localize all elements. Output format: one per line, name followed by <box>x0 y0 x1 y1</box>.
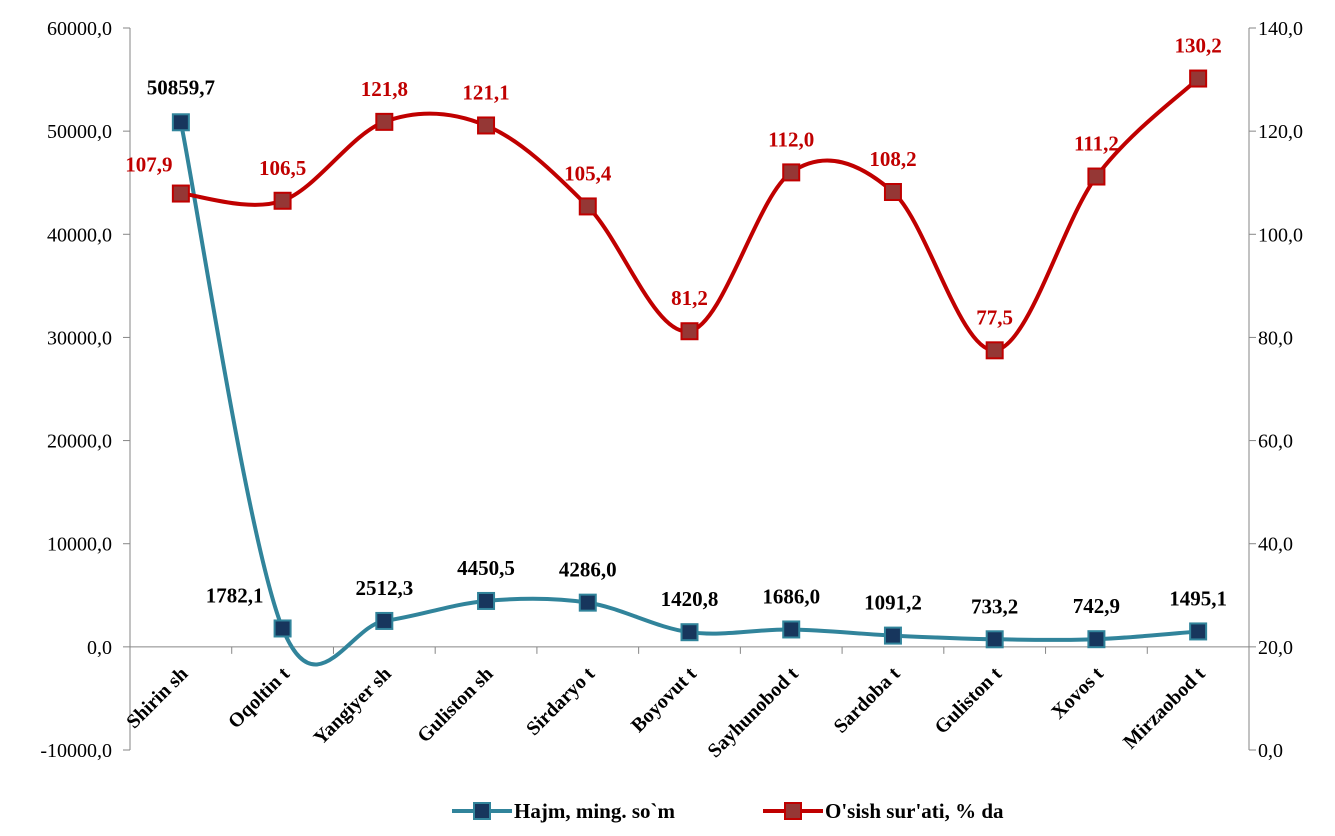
x-tick-label: Sirdaryo t <box>522 663 599 740</box>
y-left-tick-label: 0,0 <box>87 637 112 659</box>
series-1-marker <box>1087 630 1106 649</box>
y-right-tick-label: 60,0 <box>1258 431 1293 453</box>
x-tick-label: Sayhunobod t <box>703 663 803 763</box>
series-2-marker <box>273 191 292 210</box>
y-left-tick-label: -10000,0 <box>40 740 112 762</box>
series-1-marker <box>171 113 190 132</box>
series-2-data-label: 105,4 <box>564 161 612 185</box>
series-1-data-label: 2512,3 <box>355 576 413 600</box>
y-left-tick-label: 20000,0 <box>47 431 112 453</box>
x-tick-label: Sardoba t <box>830 663 905 738</box>
series-markers <box>171 69 1208 649</box>
x-tick-label: Xovos t <box>1047 663 1108 724</box>
series-1-data-label: 742,9 <box>1073 594 1120 618</box>
series-lines <box>178 77 1200 667</box>
y-right-tick-label: 40,0 <box>1258 534 1293 556</box>
series-2-data-label: 121,8 <box>361 77 408 101</box>
x-tick-label: Boyovut t <box>627 663 701 737</box>
series-2-marker <box>1189 69 1208 88</box>
series-1-marker <box>680 623 699 642</box>
y-right-tick-label: 140,0 <box>1258 18 1303 40</box>
x-tick-label: Oqoltin t <box>224 663 294 733</box>
series-2-data-label: 130,2 <box>1175 34 1222 58</box>
data-labels: 50859,7 1782,1 2512,3 4450,5 4286,0 1420,8 168… <box>125 34 1227 619</box>
series-1-data-label: 1782,1 <box>206 583 264 607</box>
legend-marker-1 <box>473 802 491 820</box>
y-left-tick-label: 10000,0 <box>47 534 112 556</box>
series-2-data-label: 81,2 <box>671 286 708 310</box>
series-2-marker <box>477 116 496 135</box>
series-1-data-label: 4286,0 <box>559 558 617 582</box>
series-1-marker <box>477 591 496 610</box>
legend-label-1: Hajm, ming. so`m <box>514 799 675 823</box>
legend-label-2: O'sish sur'ati, % da <box>825 799 1004 823</box>
y-right-tick-label: 80,0 <box>1258 327 1293 349</box>
x-tick-label: Guliston sh <box>413 663 497 747</box>
series-1-data-label: 1686,0 <box>762 584 820 608</box>
series-1-data-label: 1495,1 <box>1169 586 1227 610</box>
y-right-tick-label: 100,0 <box>1258 224 1303 246</box>
x-tick-label: Mirzaobod t <box>1119 663 1210 754</box>
y-right-tick-label: 20,0 <box>1258 637 1293 659</box>
series-1-marker <box>883 626 902 645</box>
series-2-marker <box>1087 167 1106 186</box>
series-1-data-label: 1091,2 <box>864 591 922 615</box>
series-1-data-label: 4450,5 <box>457 556 515 580</box>
series-1-data-label: 50859,7 <box>147 75 215 99</box>
series-1-marker <box>985 630 1004 649</box>
series-1-marker <box>273 619 292 638</box>
series-2-data-label: 111,2 <box>1074 132 1119 156</box>
series-1-marker <box>1189 622 1208 641</box>
series-1-marker <box>375 611 394 630</box>
series-2-marker <box>375 112 394 131</box>
series-1-marker <box>578 593 597 612</box>
series-2-marker <box>883 182 902 201</box>
legend: Hajm, ming. so`m O'sish sur'ati, % da <box>452 799 1004 823</box>
series-1-marker <box>782 620 801 639</box>
series-line-1 <box>178 121 1199 667</box>
series-line-2 <box>180 77 1200 353</box>
series-2-marker <box>782 163 801 182</box>
legend-marker-2 <box>784 802 802 820</box>
y-left-tick-label: 30000,0 <box>47 327 112 349</box>
series-2-marker <box>578 197 597 216</box>
x-tick-label: Shirin sh <box>122 663 192 733</box>
series-2-data-label: 112,0 <box>768 127 814 151</box>
series-1-data-label: 733,2 <box>971 594 1018 618</box>
y-right-tick-label: 0,0 <box>1258 740 1283 762</box>
y-right-tick-label: 120,0 <box>1258 121 1303 143</box>
series-2-data-label: 77,5 <box>976 305 1013 329</box>
series-2-data-label: 106,5 <box>259 156 306 180</box>
y-left-tick-label: 50000,0 <box>47 121 112 143</box>
series-1-data-label: 1420,8 <box>661 587 719 611</box>
x-tick-label: Yangiyer sh <box>309 663 395 749</box>
y-left-tick-label: 60000,0 <box>47 18 112 40</box>
series-2-data-label: 121,1 <box>462 80 509 104</box>
series-2-marker <box>985 341 1004 360</box>
series-2-data-label: 108,2 <box>869 147 916 171</box>
series-2-marker <box>680 322 699 341</box>
series-2-marker <box>171 184 190 203</box>
x-tick-label: Guliston t <box>931 663 1007 739</box>
series-2-data-label: 107,9 <box>125 153 172 177</box>
y-left-tick-label: 40000,0 <box>47 224 112 246</box>
